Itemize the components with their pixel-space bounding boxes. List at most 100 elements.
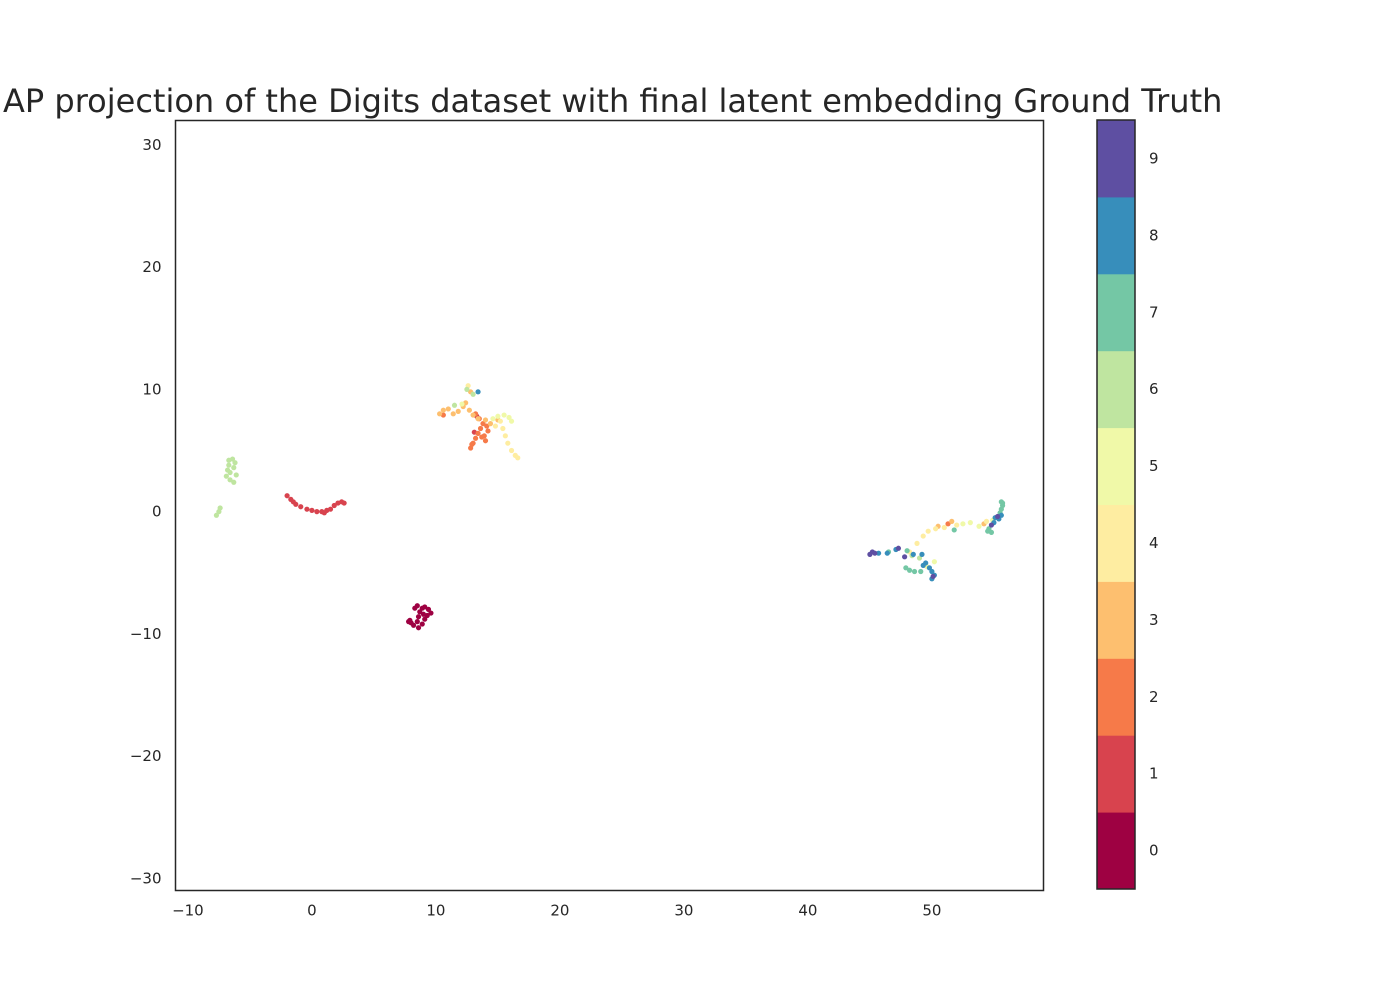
data-point [951,527,957,533]
data-point [931,559,937,565]
data-point [995,513,1001,520]
data-point [976,523,982,529]
y-tick-label: −30 [130,869,162,887]
data-point [482,438,489,444]
data-point [508,447,515,454]
data-point [451,402,458,408]
data-point [930,573,936,579]
data-point [487,421,494,427]
colorbar-segment [1097,120,1135,198]
data-point [500,425,506,432]
data-point [290,499,296,505]
data-point [226,462,232,468]
data-point [224,467,231,473]
data-point [941,524,947,531]
data-point [407,617,413,623]
data-point [450,411,456,417]
data-point [422,604,428,610]
data-point [906,567,913,573]
data-point [415,614,422,620]
colorbar-segment [1097,427,1135,505]
x-tick-label: 50 [922,902,941,920]
colorbar-tick-label: 5 [1149,457,1159,475]
data-point [925,528,931,534]
data-point [949,518,955,524]
data-point [445,406,451,412]
colorbar-tick-label: 1 [1149,765,1159,783]
data-point [895,545,902,551]
data-point [985,528,991,534]
data-point [455,408,461,414]
data-point [420,611,427,617]
data-point [475,416,481,422]
data-point [414,603,420,609]
data-point [227,477,233,483]
data-point [464,386,470,392]
data-point [437,411,443,417]
x-tick-label: 10 [426,902,445,920]
y-tick-label: −10 [130,625,162,643]
data-point [480,421,486,427]
y-tick-label: 30 [142,136,161,154]
x-tick-label: 20 [550,902,569,920]
data-point [470,391,476,397]
data-point [903,565,909,571]
data-point [475,430,481,436]
data-point [490,416,496,422]
data-point [321,510,327,516]
data-point [304,506,310,512]
y-tick-label: −20 [130,747,162,765]
series-1 [284,413,480,516]
colorbar-segment [1097,504,1135,582]
data-point [919,551,925,557]
data-point [475,389,481,395]
colorbar-tick-label: 7 [1149,303,1159,321]
x-axis: −10 0 10 20 30 40 50 [172,902,941,920]
chart-title: UMAP projection of the Digits dataset wi… [0,82,1223,120]
data-point [341,500,347,506]
data-point [983,518,990,524]
data-point [999,500,1006,506]
x-tick-label: 0 [307,902,317,920]
data-point [505,440,511,446]
data-point [428,610,434,616]
data-point [223,473,229,479]
data-point [479,434,485,440]
data-point [331,502,337,509]
colorbar-tick-label: 6 [1149,380,1159,398]
data-point [929,568,935,575]
data-point [495,413,501,419]
data-point [231,465,237,471]
y-tick-label: 20 [142,258,161,276]
data-point [309,507,315,513]
series-2 [440,411,951,527]
x-tick-label: 40 [798,902,817,920]
data-point [466,407,472,413]
data-point [213,512,220,518]
data-point [902,554,908,560]
data-point [422,616,428,622]
data-point [231,479,237,485]
data-point [506,414,512,421]
data-point [417,609,423,615]
data-point [502,433,508,439]
series-6 [213,386,923,561]
data-point [217,505,223,511]
colorbar-tick-label: 3 [1149,611,1159,629]
colorbar-tick-label: 4 [1149,534,1159,552]
colorbar-tick-label: 9 [1149,149,1159,167]
data-point [284,493,290,499]
data-point [492,423,499,429]
colorbar-segment [1097,735,1135,813]
data-point [425,606,432,612]
series-0 [406,603,434,631]
data-point [327,506,334,512]
data-point [477,425,484,432]
y-axis: −30 −20 −10 0 10 20 30 [130,136,162,887]
colorbar-segment [1097,812,1135,890]
data-point [904,548,910,554]
data-point [484,423,490,429]
series-7 [885,499,1006,575]
data-point [916,555,923,561]
data-point [314,509,320,515]
